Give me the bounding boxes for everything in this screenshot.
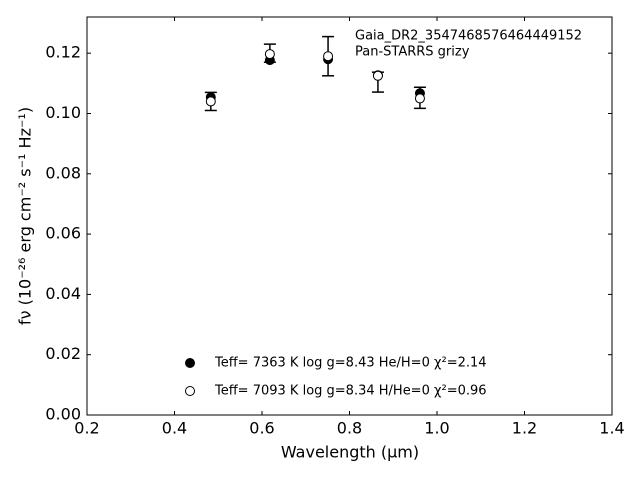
x-tick-label: 0.2 — [74, 419, 99, 438]
y-axis-label: fν (10⁻²⁶ erg cm⁻² s⁻¹ Hz⁻¹) — [16, 107, 35, 325]
y-tick-label: 0.10 — [45, 103, 81, 122]
y-tick-label: 0.12 — [45, 43, 81, 62]
legend-title: Gaia_DR2_3547468576464449152 — [355, 29, 582, 44]
x-tick-label: 0.8 — [337, 419, 362, 438]
x-axis-label: Wavelength (μm) — [281, 443, 419, 462]
point — [414, 93, 425, 104]
y-tick-label: 0.02 — [45, 344, 81, 363]
legend-marker — [185, 358, 195, 368]
legend-marker — [185, 386, 195, 396]
legend-label: Teff= 7363 K log g=8.43 He/H=0 χ²=2.14 — [214, 356, 487, 371]
y-tick-label: 0.06 — [45, 224, 81, 243]
x-tick-label: 1.0 — [424, 419, 449, 438]
x-tick-label: 1.4 — [599, 419, 624, 438]
point — [264, 49, 275, 60]
y-tick-label: 0.00 — [45, 405, 81, 424]
x-tick-label: 1.2 — [512, 419, 537, 438]
legend-label: Teff= 7093 K log g=8.34 H/He=0 χ²=0.96 — [214, 384, 487, 399]
legend-label: Pan-STARRS grizy — [355, 45, 470, 60]
point — [323, 51, 334, 62]
y-tick-label: 0.08 — [45, 163, 81, 182]
point — [205, 96, 216, 107]
x-tick-label: 0.6 — [249, 419, 274, 438]
x-tick-label: 0.4 — [162, 419, 187, 438]
point — [372, 70, 383, 81]
y-tick-label: 0.04 — [45, 284, 81, 303]
